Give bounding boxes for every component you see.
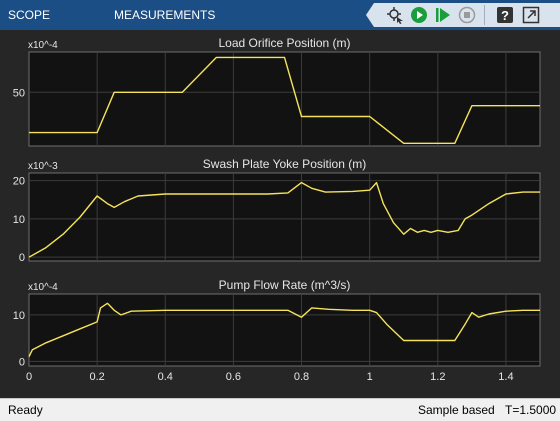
x-tick-label: 0 [26, 371, 32, 383]
axes-title: Load Orifice Position (m) [218, 36, 350, 50]
x-tick-label: 1.4 [498, 371, 513, 383]
svg-text:?: ? [501, 8, 509, 23]
axes-3 [28, 293, 541, 367]
x-tick-label: 1.2 [430, 371, 445, 383]
stop-icon[interactable] [458, 6, 476, 24]
axis-exponent: x10^-4 [28, 282, 58, 293]
y-tick-label: 50 [13, 87, 25, 99]
status-text: Ready [8, 403, 43, 417]
tab-measurements[interactable]: MEASUREMENTS [114, 8, 216, 22]
y-tick-label: 10 [13, 310, 25, 322]
y-tick-label: 0 [19, 252, 25, 264]
x-tick-label: 0.8 [294, 371, 309, 383]
signal-selector-icon[interactable] [386, 6, 404, 24]
axes-title: Swash Plate Yoke Position (m) [203, 157, 366, 171]
x-tick-label: 1 [367, 371, 373, 383]
signal-trace [28, 302, 540, 358]
simulation-time: T=1.5000 [505, 403, 557, 417]
signal-trace [29, 56, 540, 144]
undock-icon[interactable] [522, 6, 540, 24]
axes-1 [28, 51, 541, 147]
axis-exponent: x10^-4 [28, 40, 58, 51]
scope-header: SCOPE MEASUREMENTS [0, 0, 560, 30]
plot-area: 50 Load Orifice Position (m) x10^-4 0 10 20 Sw… [0, 30, 560, 398]
y-tick-label: 20 [13, 176, 25, 188]
x-tick-label: 0.2 [89, 371, 104, 383]
sample-mode: Sample based [418, 403, 495, 417]
run-icon[interactable] [410, 6, 428, 24]
status-bar: Ready Sample based T=1.5000 [0, 398, 560, 421]
step-forward-icon[interactable] [434, 6, 452, 24]
y-tick-label: 0 [19, 356, 25, 368]
x-tick-label: 0.4 [158, 371, 173, 383]
tab-scope[interactable]: SCOPE [8, 8, 51, 22]
y-tick-label: 10 [13, 214, 25, 226]
help-icon[interactable]: ? [496, 6, 514, 24]
axes-title: Pump Flow Rate (m^3/s) [219, 278, 351, 292]
x-tick-label: 0.6 [226, 371, 241, 383]
axes-2 [28, 172, 541, 262]
scope-toolbar: ? [366, 0, 560, 30]
signal-trace [28, 181, 540, 258]
axis-exponent: x10^-3 [28, 161, 58, 172]
